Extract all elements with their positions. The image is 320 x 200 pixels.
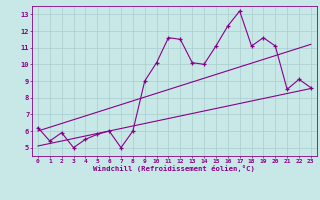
X-axis label: Windchill (Refroidissement éolien,°C): Windchill (Refroidissement éolien,°C) [93, 165, 255, 172]
